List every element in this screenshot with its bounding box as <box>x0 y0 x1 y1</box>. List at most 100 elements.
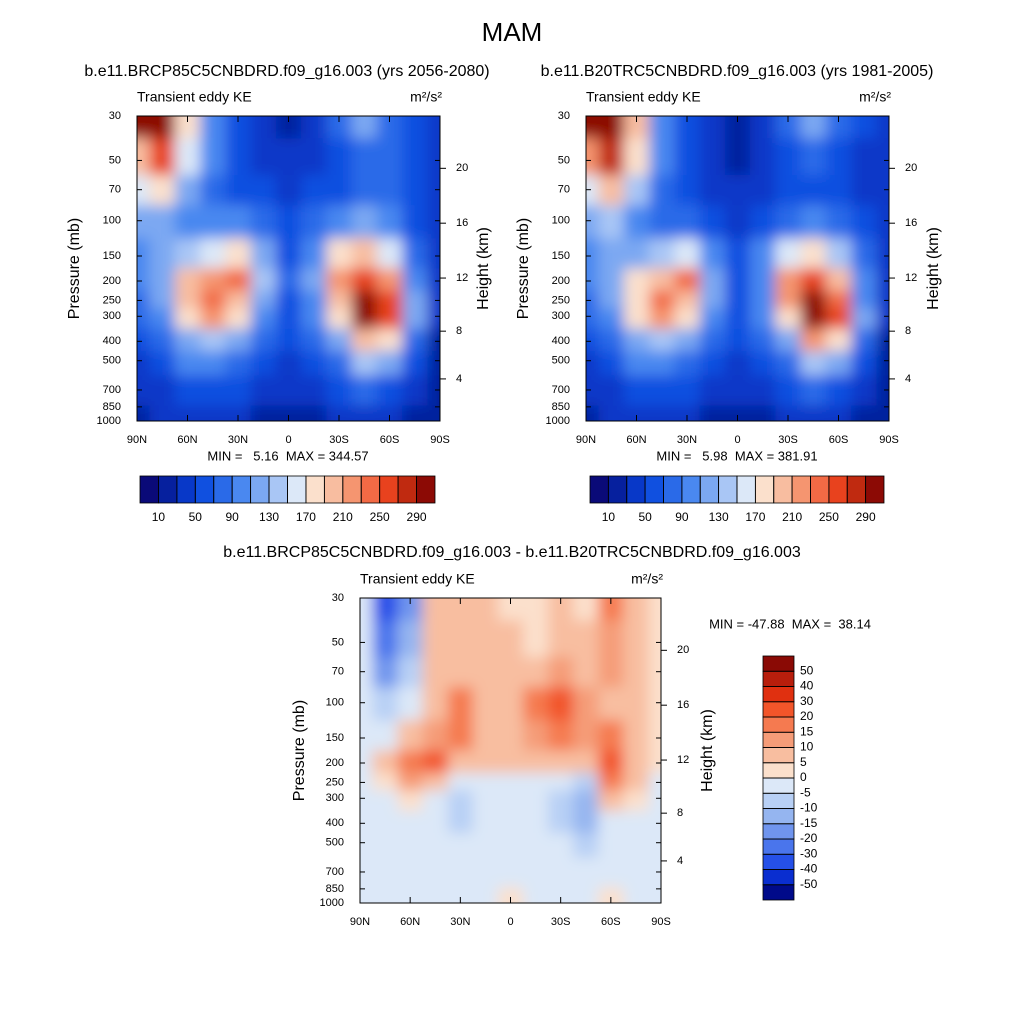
field-cell <box>200 138 227 177</box>
y2-axis-label: Height (km) <box>699 709 716 792</box>
field-cell <box>225 290 252 310</box>
field-cell <box>649 175 676 207</box>
field-cell <box>598 138 625 177</box>
field-cell <box>360 598 374 622</box>
field-cell <box>497 790 525 812</box>
field-cell <box>200 268 227 292</box>
field-cell <box>149 351 176 377</box>
y2-tick-label: 4 <box>677 855 683 867</box>
colorbar-box <box>762 716 795 733</box>
field-cell <box>623 857 650 889</box>
colorbar-box <box>762 670 795 687</box>
field-cell <box>497 750 525 774</box>
field-cell <box>397 772 424 792</box>
field-cell <box>573 790 600 812</box>
field-cell <box>149 290 176 310</box>
field-cell <box>275 116 303 140</box>
field-cell <box>497 657 525 689</box>
field-cell <box>548 657 575 689</box>
field-cell <box>649 268 676 292</box>
field-cell <box>724 205 752 240</box>
y-tick-label: 850 <box>552 401 570 413</box>
field-cell <box>225 268 252 292</box>
field-cell <box>876 351 889 377</box>
field-cell <box>402 351 429 377</box>
y2-tick-label: 16 <box>456 217 468 229</box>
subtitle: b.e11.BRCP85C5CNBDRD.f09_g16.003 - b.e11… <box>223 544 801 561</box>
field-cell <box>523 833 550 859</box>
field-cell <box>360 790 374 812</box>
field-cell <box>775 290 802 310</box>
x-tick-label: 90S <box>430 434 450 446</box>
field-cell <box>250 328 277 353</box>
field-cell <box>825 308 853 330</box>
colorbar-box <box>791 475 811 504</box>
field-cell <box>326 290 353 310</box>
field-cell <box>174 116 202 140</box>
field-cell <box>623 687 650 722</box>
colorbar-box <box>810 475 830 504</box>
field-cell <box>351 175 378 207</box>
field-cell <box>351 405 378 421</box>
field-cell <box>447 810 474 835</box>
colorbar-box <box>762 792 795 809</box>
field-cell <box>825 205 853 240</box>
field-cell <box>775 238 802 270</box>
y2-tick-label: 16 <box>677 699 689 711</box>
field-cell <box>851 175 878 207</box>
field-cell <box>523 750 550 774</box>
field-cell <box>360 620 374 659</box>
field-cell <box>876 268 889 292</box>
y-tick-label: 50 <box>558 154 570 166</box>
field-cell <box>623 351 651 377</box>
field-cell <box>851 328 878 353</box>
field-cell <box>376 175 404 207</box>
field-cell <box>750 268 777 292</box>
field-cell <box>775 116 802 140</box>
x-tick-label: 0 <box>507 916 513 928</box>
field-cell <box>301 205 328 240</box>
y-tick-label: 200 <box>552 275 570 287</box>
field-cell <box>422 810 449 835</box>
y-tick-label: 700 <box>326 866 344 878</box>
colorbar-label: 90 <box>675 510 689 524</box>
field-cell <box>447 657 474 689</box>
field-cell <box>397 857 424 889</box>
field-cell <box>724 405 752 421</box>
field-cell <box>750 405 777 421</box>
field-cell <box>800 116 827 140</box>
field-cell <box>623 887 650 903</box>
colorbar-box <box>865 475 885 504</box>
field-cell <box>598 657 625 689</box>
field-cell <box>648 720 661 752</box>
field-cell <box>648 598 661 622</box>
field-cell <box>649 238 676 270</box>
y-tick-label: 150 <box>326 732 344 744</box>
field-cell <box>397 810 424 835</box>
colorbar-label: 290 <box>407 510 427 524</box>
field-cell <box>523 620 550 659</box>
field-cell <box>372 657 399 689</box>
colorbar-box <box>773 475 793 504</box>
field-cell <box>360 857 374 889</box>
field-cell <box>775 205 802 240</box>
field-cell <box>586 268 600 292</box>
y-tick-label: 100 <box>326 697 344 709</box>
x-tick-label: 90N <box>127 434 147 446</box>
field-cell <box>200 205 227 240</box>
field-cell <box>623 175 651 207</box>
colorbar-box <box>754 475 775 504</box>
colorbar-label: -5 <box>800 785 811 799</box>
field-cell <box>360 772 374 792</box>
field-cell <box>447 772 474 792</box>
y-tick-label: 400 <box>552 335 570 347</box>
field-cell <box>825 405 853 421</box>
field-cell <box>497 857 525 889</box>
x-tick-label: 60S <box>829 434 849 446</box>
x-tick-label: 30S <box>329 434 349 446</box>
field-cell <box>598 268 625 292</box>
field-cell <box>137 405 151 421</box>
x-tick-label: 30S <box>551 916 571 928</box>
field-cell <box>402 205 429 240</box>
colorbar-label: -40 <box>800 862 818 876</box>
